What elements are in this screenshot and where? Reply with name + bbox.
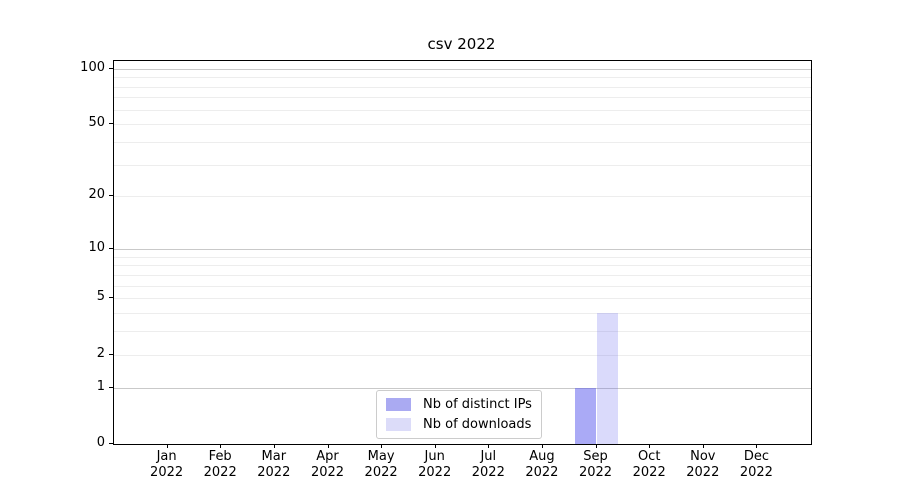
x-tick-label: Dec 2022: [739, 449, 773, 480]
y-tick-mark: [109, 123, 113, 125]
gridline: [114, 285, 811, 287]
legend: Nb of distinct IPs Nb of downloads: [376, 390, 542, 439]
legend-label: Nb of downloads: [423, 417, 532, 432]
y-tick-mark: [109, 248, 113, 249]
y-tick-label: 50: [88, 115, 105, 131]
gridline: [114, 265, 811, 267]
y-tick-mark: [109, 443, 113, 444]
gridline: [114, 77, 811, 79]
x-tick-mark: [434, 444, 436, 448]
x-tick-label: Jul 2022: [471, 449, 505, 480]
y-tick-label: 1: [96, 378, 105, 394]
gridline: [114, 196, 811, 198]
gridline: [114, 97, 811, 99]
x-tick-label: Mar 2022: [257, 449, 291, 480]
gridline: [114, 331, 811, 333]
gridline: [114, 313, 811, 315]
x-tick-label: Apr 2022: [310, 449, 345, 480]
x-tick-mark: [595, 444, 597, 448]
x-tick-mark: [488, 444, 490, 448]
y-tick-mark: [109, 386, 113, 388]
chart-title: csv 2022: [427, 35, 496, 53]
y-tick-label: 100: [80, 59, 105, 75]
gridline: [114, 249, 811, 250]
x-tick-mark: [541, 444, 543, 448]
gridline: [114, 86, 811, 88]
x-tick-mark: [273, 444, 275, 448]
y-tick-mark: [109, 195, 113, 197]
x-tick-label: Sep 2022: [578, 449, 613, 480]
y-tick-label: 10: [88, 240, 105, 255]
x-tick-mark: [166, 444, 168, 448]
x-tick-label: Jun 2022: [418, 449, 452, 480]
x-tick-mark: [649, 444, 651, 448]
bar-nb-of-downloads: [596, 313, 618, 444]
gridline: [114, 298, 811, 300]
legend-swatch: [386, 398, 411, 411]
y-tick-mark: [109, 67, 113, 69]
y-tick-label: 20: [88, 187, 105, 203]
x-tick-mark: [381, 444, 383, 448]
plot-area: Nb of distinct IPs Nb of downloads: [113, 60, 812, 445]
legend-entry: Nb of distinct IPs: [386, 397, 532, 412]
gridline: [114, 109, 811, 111]
legend-entry: Nb of downloads: [386, 417, 532, 432]
gridline: [114, 142, 811, 143]
gridline: [114, 68, 811, 70]
legend-swatch: [386, 418, 411, 431]
legend-label: Nb of distinct IPs: [423, 397, 532, 412]
gridline: [114, 354, 811, 356]
gridline: [114, 387, 811, 389]
x-tick-mark: [756, 444, 758, 448]
x-tick-label: Aug 2022: [525, 449, 559, 480]
x-tick-mark: [220, 444, 222, 448]
y-tick-label: 2: [96, 345, 105, 361]
x-tick-label: Feb 2022: [203, 449, 237, 480]
x-tick-label: Oct 2022: [632, 449, 666, 480]
x-tick-label: Jan 2022: [150, 449, 184, 480]
gridline: [114, 256, 811, 258]
y-tick-label: 0: [96, 435, 105, 450]
gridline: [114, 164, 811, 166]
x-tick-mark: [327, 444, 329, 448]
y-tick-mark: [109, 297, 113, 299]
gridline: [114, 124, 811, 126]
x-tick-mark: [702, 444, 704, 448]
y-tick-label: 5: [96, 289, 105, 305]
x-tick-label: Nov 2022: [686, 449, 720, 480]
y-tick-mark: [109, 353, 113, 355]
gridline: [114, 274, 811, 276]
bar-nb-of-distinct-ips: [575, 387, 597, 444]
x-tick-label: May 2022: [364, 449, 398, 480]
